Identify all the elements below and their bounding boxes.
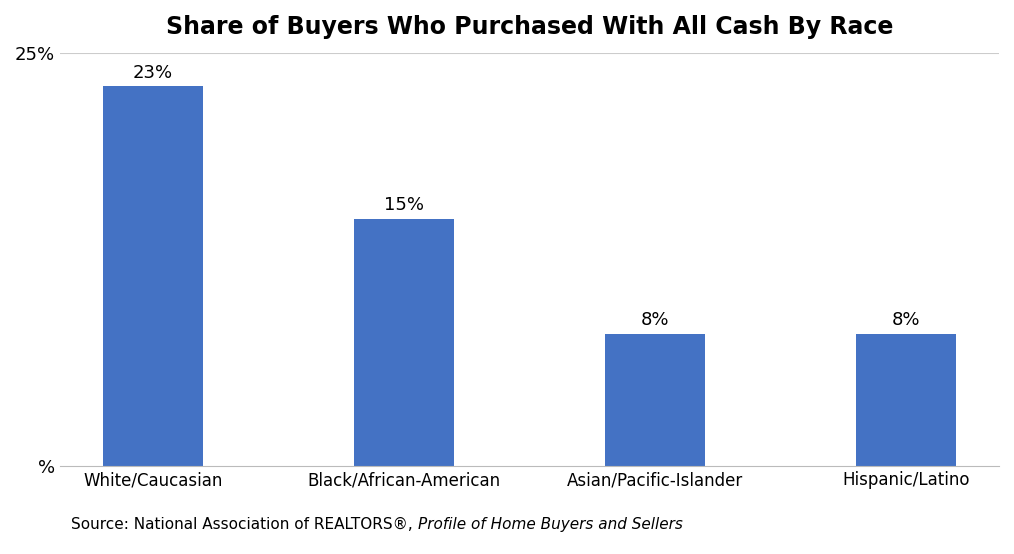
Text: 23%: 23% <box>133 64 173 81</box>
Text: 8%: 8% <box>641 311 669 329</box>
Bar <box>856 334 956 466</box>
Title: Share of Buyers Who Purchased With All Cash By Race: Share of Buyers Who Purchased With All C… <box>166 15 893 39</box>
Text: Profile of Home Buyers and Sellers: Profile of Home Buyers and Sellers <box>418 517 682 532</box>
Bar <box>604 334 706 466</box>
Text: 15%: 15% <box>384 196 424 214</box>
Text: Source: National Association of REALTORS®,: Source: National Association of REALTORS… <box>71 517 418 532</box>
Bar <box>102 86 203 466</box>
Text: 8%: 8% <box>892 311 921 329</box>
Bar <box>354 219 454 466</box>
